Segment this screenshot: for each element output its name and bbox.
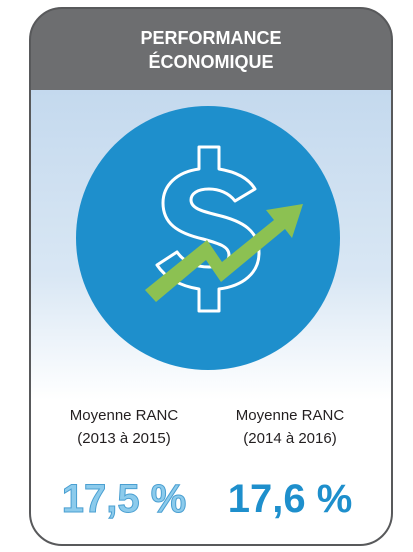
header-title-line: ÉCONOMIQUE <box>148 51 273 72</box>
dollar-icon <box>155 145 261 313</box>
header-bar <box>30 8 392 90</box>
card-border <box>29 7 393 546</box>
stat-value: 17,6 % <box>228 477 353 521</box>
header-title-line: PERFORMANCE <box>140 28 281 48</box>
stat-period: (2013 à 2015) <box>77 430 170 447</box>
stat-period: (2014 à 2016) <box>243 430 336 447</box>
stat-value: 17,5 % <box>62 477 187 521</box>
icon-circle <box>76 106 340 370</box>
stat-label: Moyenne RANC <box>70 407 179 424</box>
growth-arrow <box>145 204 303 302</box>
stat-label: Moyenne RANC <box>236 407 345 424</box>
